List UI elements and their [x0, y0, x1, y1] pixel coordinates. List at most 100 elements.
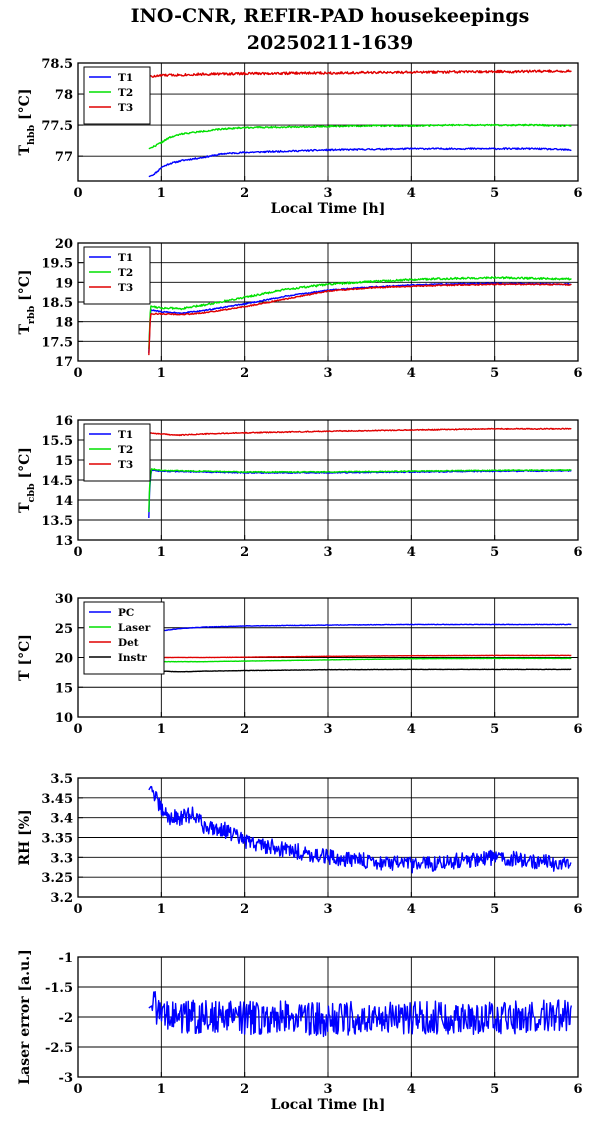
series-group — [148, 427, 572, 519]
x-tick-label: 2 — [240, 186, 249, 201]
y-tick-label: 15.5 — [41, 434, 73, 449]
legend-label: T3 — [118, 102, 133, 114]
x-tick-label: 2 — [240, 902, 249, 917]
legend-label: Instr — [118, 652, 147, 664]
y-tick-label: 17 — [55, 355, 73, 370]
y-axis-label-subscript: rbb — [26, 305, 37, 324]
y-axis-label-unit: [°C] — [17, 447, 33, 483]
x-tick-label: 6 — [573, 186, 582, 201]
y-axis-label-main: Laser error [a.u.] — [17, 949, 33, 1084]
y-axis-label: RH [%] — [17, 809, 33, 865]
series-line-t2 — [148, 276, 572, 350]
x-tick-label: 4 — [407, 722, 416, 737]
chart-panel-4: 0 1 2 3 4 5 6 10 15 20 25 30 T [°C] PC Laser Det Instr — [17, 592, 583, 737]
y-tick-label: 30 — [55, 592, 73, 607]
y-tick-label: -2 — [59, 1011, 73, 1026]
chart-panel-5: 0 1 2 3 4 5 6 3.2 3.25 3.3 3.35 3.4 3.45 3.5 RH [%] — [17, 772, 583, 917]
x-tick-label: 0 — [73, 902, 82, 917]
y-tick-label: -2.5 — [45, 1041, 73, 1056]
y-tick-label: 3.35 — [41, 832, 73, 847]
x-tick-label: 2 — [240, 366, 249, 381]
x-tick-label: 6 — [573, 722, 582, 737]
y-tick-label: 3.45 — [41, 792, 73, 807]
legend-label: T3 — [118, 282, 133, 294]
y-tick-label: -1 — [59, 951, 73, 966]
x-tick-label: 4 — [407, 186, 416, 201]
y-axis-label-main: RH [%] — [17, 809, 33, 865]
x-axis-label: Local Time [h] — [271, 201, 386, 217]
x-tick-label: 6 — [573, 366, 582, 381]
x-tick-label: 3 — [323, 1082, 332, 1097]
legend-box — [83, 423, 151, 482]
figure-title-line-2: 20250211-1639 — [247, 32, 414, 54]
legend-box — [83, 246, 151, 305]
chart-panel-6: 0 1 2 3 4 5 6 -3 -2.5 -2 -1.5 -1 Laser error [a.u.] L… — [17, 949, 583, 1113]
x-tick-label: 5 — [490, 545, 499, 560]
x-tick-label: 2 — [240, 1082, 249, 1097]
legend-label: T2 — [118, 87, 133, 99]
x-tick-label: 0 — [73, 186, 82, 201]
series-line-t2 — [148, 468, 572, 513]
y-tick-label: 14.5 — [41, 474, 73, 489]
x-tick-label: 3 — [323, 722, 332, 737]
series-group — [148, 990, 573, 1038]
chart-panel-2: 0 1 2 3 4 5 6 17 17.5 18 18.5 19 19.5 20 Trbb [°C] T1 T2… — [17, 237, 583, 381]
legend-label: T3 — [118, 459, 133, 471]
y-tick-label: 14 — [55, 494, 73, 509]
x-tick-label: 0 — [73, 1082, 82, 1097]
series-group — [148, 785, 572, 874]
legend-label: T1 — [118, 72, 133, 84]
y-tick-label: 77.5 — [41, 119, 73, 134]
y-tick-label: 3.4 — [50, 812, 73, 827]
figure-title-line-1: INO-CNR, REFIR-PAD housekeepings — [131, 5, 530, 27]
y-tick-label: 25 — [55, 622, 73, 637]
y-tick-label: 3.2 — [50, 891, 73, 906]
y-tick-label: 20 — [55, 237, 73, 252]
y-tick-label: 18.5 — [41, 296, 73, 311]
x-tick-label: 5 — [490, 366, 499, 381]
y-axis-label: T [°C] — [17, 634, 33, 681]
legend-box — [83, 601, 165, 675]
series-line-t3 — [148, 283, 572, 356]
x-tick-label: 1 — [157, 722, 166, 737]
y-axis-label-main: T — [17, 144, 33, 155]
y-axis-label-unit: [°C] — [17, 89, 33, 125]
series-line-laser — [152, 657, 572, 663]
x-tick-label: 4 — [407, 1082, 416, 1097]
y-tick-label: 78 — [55, 88, 73, 103]
y-tick-label: 19.5 — [41, 257, 73, 272]
x-tick-label: 1 — [157, 366, 166, 381]
legend-label: Laser — [118, 622, 151, 634]
y-axis-label: Tcbb [°C] — [17, 447, 37, 513]
x-tick-label: 3 — [323, 902, 332, 917]
y-tick-label: 78.5 — [41, 57, 73, 72]
y-tick-label: 13 — [55, 534, 73, 549]
y-tick-label: 10 — [55, 711, 73, 726]
series-line-data — [148, 785, 572, 874]
legend-label: Det — [118, 637, 139, 649]
y-tick-label: 19 — [55, 276, 73, 291]
series-line-instr — [152, 668, 572, 673]
legend-label: T2 — [118, 267, 133, 279]
y-tick-label: -1.5 — [45, 981, 73, 996]
y-axis-label: Thbb [°C] — [17, 89, 37, 156]
x-tick-label: 5 — [490, 1082, 499, 1097]
series-line-pc — [152, 623, 572, 636]
y-tick-label: 20 — [55, 652, 73, 667]
x-tick-label: 3 — [323, 545, 332, 560]
y-tick-label: 15 — [55, 681, 73, 696]
x-tick-label: 0 — [73, 366, 82, 381]
x-tick-label: 1 — [157, 186, 166, 201]
x-tick-label: 4 — [407, 545, 416, 560]
series-group — [152, 623, 572, 673]
y-tick-label: 18 — [55, 316, 73, 331]
x-tick-label: 2 — [240, 722, 249, 737]
x-tick-label: 3 — [323, 186, 332, 201]
legend-label: T2 — [118, 444, 133, 456]
legend-label: PC — [118, 607, 134, 619]
x-tick-label: 1 — [157, 545, 166, 560]
y-axis-label: Trbb [°C] — [17, 270, 37, 335]
legend-label: T1 — [118, 252, 133, 264]
